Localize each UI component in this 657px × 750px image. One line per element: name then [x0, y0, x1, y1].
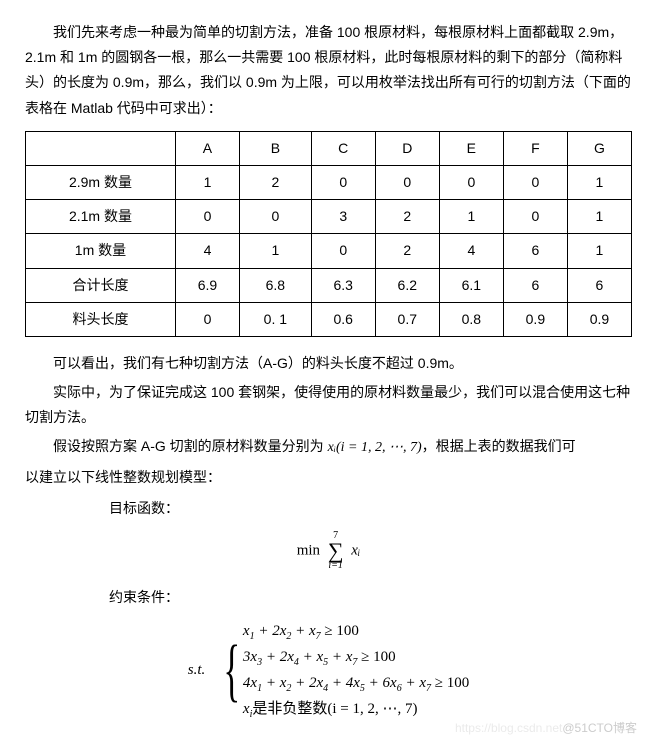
- assume-prefix: 假设按照方案 A-G 切割的原材料数量分别为: [53, 438, 328, 454]
- table-cell: 0: [240, 200, 312, 234]
- table-row: 2.1m 数量0032101: [26, 200, 632, 234]
- table-cell: 0: [311, 165, 375, 199]
- row-label: 合计长度: [26, 268, 176, 302]
- table-cell: 4: [175, 234, 239, 268]
- table-cell: 0: [375, 165, 439, 199]
- table-cell: 6.9: [175, 268, 239, 302]
- table-cell: 0: [503, 165, 567, 199]
- table-cell: 0. 1: [240, 302, 312, 336]
- cutting-methods-table: A B C D E F G 2.9m 数量12000012.1m 数量00321…: [25, 131, 632, 337]
- constraints-label: 约束条件：: [25, 585, 632, 610]
- col-e: E: [439, 131, 503, 165]
- table-cell: 6.3: [311, 268, 375, 302]
- table-row: 合计长度6.96.86.36.26.166: [26, 268, 632, 302]
- table-cell: 0.9: [567, 302, 631, 336]
- table-cell: 6.1: [439, 268, 503, 302]
- row-label: 1m 数量: [26, 234, 176, 268]
- table-cell: 1: [567, 165, 631, 199]
- table-cell: 1: [439, 200, 503, 234]
- constraint-lines: x1 + 2x2 + x7 ≥ 100 3x3 + 2x4 + x5 + x7 …: [243, 620, 469, 722]
- row-label: 2.1m 数量: [26, 200, 176, 234]
- col-blank: [26, 131, 176, 165]
- table-cell: 3: [311, 200, 375, 234]
- sum-lower: i=1: [328, 561, 344, 571]
- observation-paragraph: 可以看出，我们有七种切割方法（A-G）的料头长度不超过 0.9m。: [25, 351, 632, 376]
- table-cell: 1: [175, 165, 239, 199]
- table-cell: 6: [503, 268, 567, 302]
- col-a: A: [175, 131, 239, 165]
- objective-label: 目标函数：: [25, 496, 632, 521]
- table-cell: 2: [375, 234, 439, 268]
- model-intro: 以建立以下线性整数规划模型：: [25, 465, 632, 490]
- st-label: s.t.: [188, 657, 206, 684]
- table-cell: 6: [567, 268, 631, 302]
- table-cell: 1: [567, 200, 631, 234]
- constraint-1: x1 + 2x2 + x7 ≥ 100: [243, 620, 469, 644]
- min-label: min: [297, 542, 320, 558]
- assume-suffix: ，根据上表的数据我们可: [422, 438, 576, 454]
- table-cell: 0: [311, 234, 375, 268]
- table-cell: 0.8: [439, 302, 503, 336]
- assumption-paragraph: 假设按照方案 A-G 切割的原材料数量分别为 xᵢ(i = 1, 2, ⋯, 7…: [25, 434, 632, 460]
- table-cell: 0: [439, 165, 503, 199]
- table-cell: 0.9: [503, 302, 567, 336]
- table-cell: 1: [240, 234, 312, 268]
- col-f: F: [503, 131, 567, 165]
- constraint-3: 4x1 + x2 + 2x4 + 4x5 + 6x6 + x7 ≥ 100: [243, 672, 469, 696]
- practical-paragraph: 实际中，为了保证完成这 100 套钢架，使得使用的原材料数量最少，我们可以混合使…: [25, 380, 632, 430]
- table-cell: 1: [567, 234, 631, 268]
- constraint-2: 3x3 + 2x4 + x5 + x7 ≥ 100: [243, 646, 469, 670]
- col-g: G: [567, 131, 631, 165]
- table-header-row: A B C D E F G: [26, 131, 632, 165]
- assume-var: xᵢ(i = 1, 2, ⋯, 7): [328, 440, 422, 455]
- sum-var: xᵢ: [351, 542, 360, 558]
- watermark-faded: https://blog.csdn.net: [455, 721, 562, 735]
- row-label: 2.9m 数量: [26, 165, 176, 199]
- col-d: D: [375, 131, 439, 165]
- table-row: 2.9m 数量1200001: [26, 165, 632, 199]
- sum-symbol: 7 ∑ i=1: [328, 531, 344, 571]
- table-cell: 6.8: [240, 268, 312, 302]
- brace-icon: {: [224, 636, 241, 706]
- objective-function: min 7 ∑ i=1 xᵢ: [25, 531, 632, 571]
- table-cell: 6.2: [375, 268, 439, 302]
- table-cell: 0: [503, 200, 567, 234]
- watermark: https://blog.csdn.net@51CTO博客: [455, 718, 637, 740]
- table-row: 1m 数量4102461: [26, 234, 632, 268]
- watermark-main: @51CTO博客: [562, 721, 637, 735]
- table-cell: 2: [375, 200, 439, 234]
- constraint-4: xi是非负整数(i = 1, 2, ⋯, 7): [243, 698, 469, 722]
- constraints-block: s.t. { x1 + 2x2 + x7 ≥ 100 3x3 + 2x4 + x…: [25, 620, 632, 722]
- sigma-icon: ∑: [328, 541, 344, 561]
- table-cell: 0: [175, 200, 239, 234]
- row-label: 料头长度: [26, 302, 176, 336]
- col-c: C: [311, 131, 375, 165]
- table-cell: 0.7: [375, 302, 439, 336]
- table-cell: 0: [175, 302, 239, 336]
- table-cell: 0.6: [311, 302, 375, 336]
- intro-paragraph: 我们先来考虑一种最为简单的切割方法，准备 100 根原材料，每根原材料上面都截取…: [25, 20, 632, 121]
- table-row: 料头长度00. 10.60.70.80.90.9: [26, 302, 632, 336]
- table-cell: 4: [439, 234, 503, 268]
- col-b: B: [240, 131, 312, 165]
- table-cell: 6: [503, 234, 567, 268]
- table-cell: 2: [240, 165, 312, 199]
